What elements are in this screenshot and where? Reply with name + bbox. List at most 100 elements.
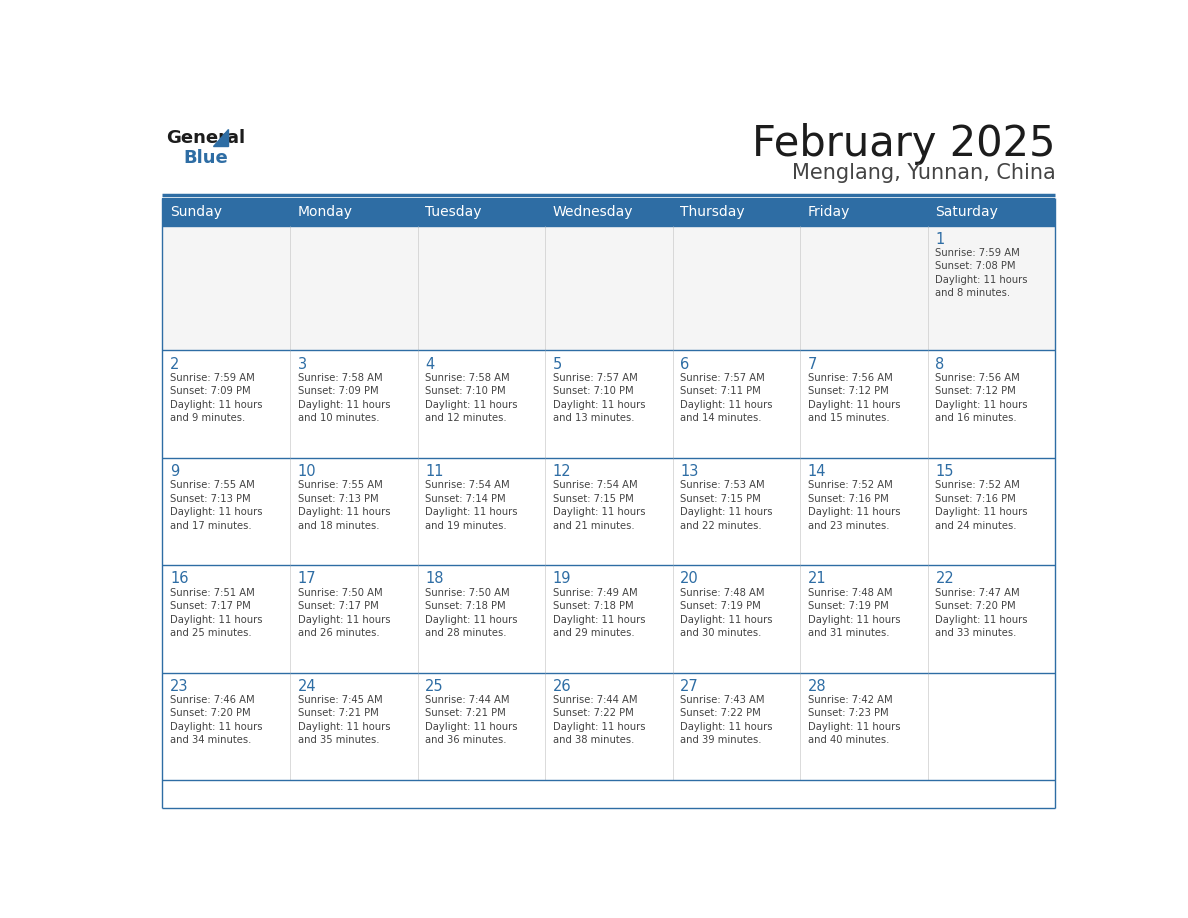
Text: Sunset: 7:09 PM: Sunset: 7:09 PM — [298, 386, 378, 397]
Text: Daylight: 11 hours: Daylight: 11 hours — [170, 399, 263, 409]
Text: 7: 7 — [808, 356, 817, 372]
Text: Sunset: 7:19 PM: Sunset: 7:19 PM — [681, 601, 762, 611]
Text: Sunrise: 7:46 AM: Sunrise: 7:46 AM — [170, 695, 254, 705]
Text: 25: 25 — [425, 678, 444, 694]
Text: Daylight: 11 hours: Daylight: 11 hours — [808, 722, 901, 732]
Text: Daylight: 11 hours: Daylight: 11 hours — [425, 722, 518, 732]
Text: Friday: Friday — [808, 205, 851, 218]
Text: 12: 12 — [552, 464, 571, 479]
Text: and 10 minutes.: and 10 minutes. — [298, 413, 379, 423]
Text: and 39 minutes.: and 39 minutes. — [681, 735, 762, 745]
Text: Sunrise: 7:48 AM: Sunrise: 7:48 AM — [681, 588, 765, 598]
Text: Saturday: Saturday — [935, 205, 998, 218]
Text: Sunday: Sunday — [170, 205, 222, 218]
Text: Sunset: 7:20 PM: Sunset: 7:20 PM — [935, 601, 1016, 611]
Text: February 2025: February 2025 — [752, 123, 1055, 165]
Bar — [545, 565, 672, 673]
Bar — [928, 458, 1055, 565]
Text: Sunset: 7:19 PM: Sunset: 7:19 PM — [808, 601, 889, 611]
Text: 26: 26 — [552, 678, 571, 694]
Bar — [290, 458, 417, 565]
Text: Daylight: 11 hours: Daylight: 11 hours — [681, 722, 773, 732]
Text: Sunset: 7:16 PM: Sunset: 7:16 PM — [808, 494, 889, 504]
Text: and 21 minutes.: and 21 minutes. — [552, 521, 634, 531]
Text: Sunrise: 7:44 AM: Sunrise: 7:44 AM — [552, 695, 637, 705]
Text: Sunrise: 7:43 AM: Sunrise: 7:43 AM — [681, 695, 765, 705]
Text: 22: 22 — [935, 571, 954, 587]
Bar — [290, 673, 417, 780]
Text: General: General — [166, 129, 246, 147]
Text: and 31 minutes.: and 31 minutes. — [808, 628, 890, 638]
Bar — [672, 351, 801, 458]
Text: Sunset: 7:22 PM: Sunset: 7:22 PM — [552, 709, 633, 719]
Text: Sunrise: 7:49 AM: Sunrise: 7:49 AM — [552, 588, 638, 598]
Text: Sunrise: 7:52 AM: Sunrise: 7:52 AM — [935, 480, 1020, 490]
Text: Daylight: 11 hours: Daylight: 11 hours — [425, 507, 518, 517]
Text: Sunrise: 7:54 AM: Sunrise: 7:54 AM — [425, 480, 510, 490]
Text: Menglang, Yunnan, China: Menglang, Yunnan, China — [791, 163, 1055, 184]
Text: Sunset: 7:14 PM: Sunset: 7:14 PM — [425, 494, 506, 504]
Text: Sunset: 7:17 PM: Sunset: 7:17 PM — [170, 601, 251, 611]
Bar — [417, 458, 545, 565]
Bar — [801, 351, 928, 458]
Text: Thursday: Thursday — [681, 205, 745, 218]
Bar — [163, 198, 1055, 226]
Text: Daylight: 11 hours: Daylight: 11 hours — [935, 274, 1028, 285]
Text: Sunrise: 7:59 AM: Sunrise: 7:59 AM — [935, 248, 1020, 258]
Text: and 22 minutes.: and 22 minutes. — [681, 521, 762, 531]
Text: Sunset: 7:12 PM: Sunset: 7:12 PM — [935, 386, 1016, 397]
Text: and 34 minutes.: and 34 minutes. — [170, 735, 252, 745]
Text: and 13 minutes.: and 13 minutes. — [552, 413, 634, 423]
Text: 19: 19 — [552, 571, 571, 587]
Text: 20: 20 — [681, 571, 699, 587]
Text: Daylight: 11 hours: Daylight: 11 hours — [808, 507, 901, 517]
Text: Sunset: 7:10 PM: Sunset: 7:10 PM — [552, 386, 633, 397]
Bar — [417, 565, 545, 673]
Text: Sunset: 7:22 PM: Sunset: 7:22 PM — [681, 709, 762, 719]
Text: Sunset: 7:21 PM: Sunset: 7:21 PM — [298, 709, 379, 719]
Text: and 15 minutes.: and 15 minutes. — [808, 413, 890, 423]
Text: 23: 23 — [170, 678, 189, 694]
Bar — [290, 565, 417, 673]
Bar — [163, 458, 290, 565]
Text: and 29 minutes.: and 29 minutes. — [552, 628, 634, 638]
Text: Daylight: 11 hours: Daylight: 11 hours — [935, 399, 1028, 409]
Text: Sunset: 7:09 PM: Sunset: 7:09 PM — [170, 386, 251, 397]
Text: Daylight: 11 hours: Daylight: 11 hours — [808, 399, 901, 409]
Text: Sunset: 7:12 PM: Sunset: 7:12 PM — [808, 386, 889, 397]
Bar — [801, 565, 928, 673]
Text: Sunset: 7:18 PM: Sunset: 7:18 PM — [552, 601, 633, 611]
Bar — [928, 565, 1055, 673]
Text: Sunrise: 7:54 AM: Sunrise: 7:54 AM — [552, 480, 638, 490]
Bar — [928, 351, 1055, 458]
Text: Sunrise: 7:44 AM: Sunrise: 7:44 AM — [425, 695, 510, 705]
Text: Sunrise: 7:57 AM: Sunrise: 7:57 AM — [681, 373, 765, 383]
Bar — [545, 673, 672, 780]
Text: Sunrise: 7:48 AM: Sunrise: 7:48 AM — [808, 588, 892, 598]
Text: Sunset: 7:21 PM: Sunset: 7:21 PM — [425, 709, 506, 719]
Text: Sunrise: 7:55 AM: Sunrise: 7:55 AM — [298, 480, 383, 490]
Text: 10: 10 — [298, 464, 316, 479]
Text: Wednesday: Wednesday — [552, 205, 633, 218]
Text: Sunrise: 7:56 AM: Sunrise: 7:56 AM — [808, 373, 892, 383]
Text: and 25 minutes.: and 25 minutes. — [170, 628, 252, 638]
Text: and 24 minutes.: and 24 minutes. — [935, 521, 1017, 531]
Bar — [801, 458, 928, 565]
Text: 1: 1 — [935, 232, 944, 247]
Text: Sunrise: 7:42 AM: Sunrise: 7:42 AM — [808, 695, 892, 705]
Text: 24: 24 — [298, 678, 316, 694]
Bar — [672, 565, 801, 673]
Text: 11: 11 — [425, 464, 444, 479]
Text: 6: 6 — [681, 356, 689, 372]
Text: and 40 minutes.: and 40 minutes. — [808, 735, 890, 745]
Bar — [672, 226, 801, 351]
Text: 5: 5 — [552, 356, 562, 372]
Text: Sunrise: 7:53 AM: Sunrise: 7:53 AM — [681, 480, 765, 490]
Text: and 18 minutes.: and 18 minutes. — [298, 521, 379, 531]
Text: Sunrise: 7:59 AM: Sunrise: 7:59 AM — [170, 373, 255, 383]
Text: and 26 minutes.: and 26 minutes. — [298, 628, 379, 638]
Bar — [801, 673, 928, 780]
Text: 3: 3 — [298, 356, 307, 372]
Text: Daylight: 11 hours: Daylight: 11 hours — [170, 614, 263, 624]
Text: Daylight: 11 hours: Daylight: 11 hours — [298, 614, 390, 624]
